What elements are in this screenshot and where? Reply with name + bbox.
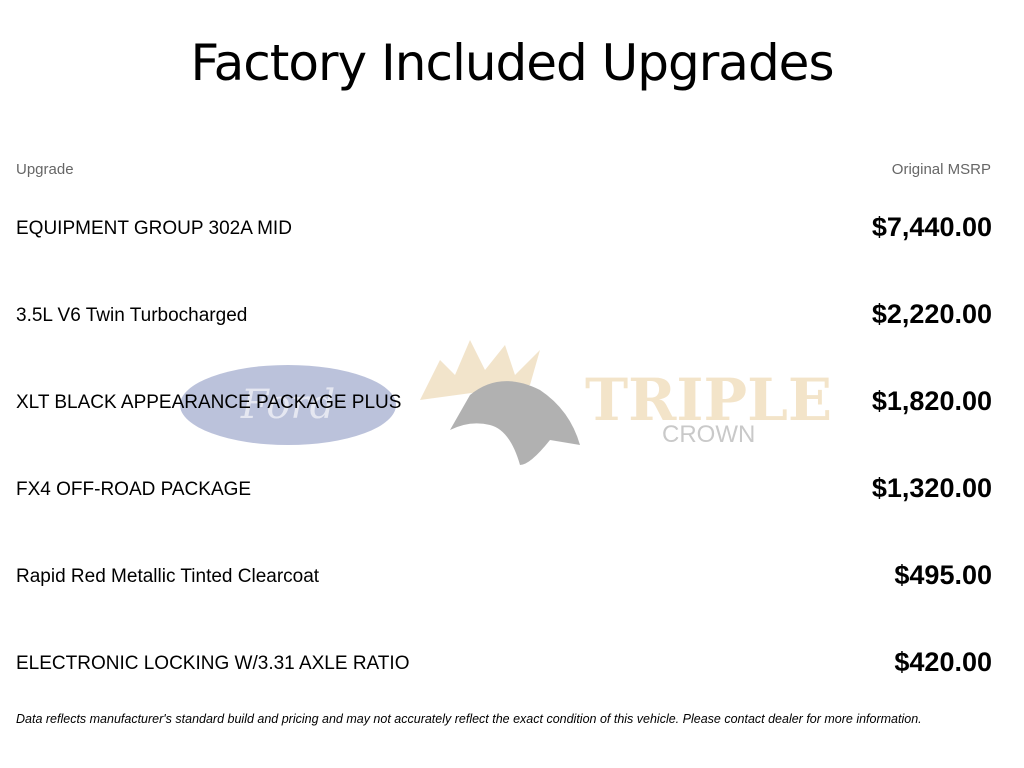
- upgrade-name: XLT BLACK APPEARANCE PACKAGE PLUS: [16, 392, 402, 413]
- svg-text:TRIPLE: TRIPLE: [585, 366, 832, 434]
- svg-text:Ford: Ford: [240, 382, 335, 428]
- dealer-watermark-logo: Ford TRIPLE CROWN: [180, 340, 832, 465]
- table-row: Rapid Red Metallic Tinted Clearcoat $495…: [16, 556, 992, 596]
- table-row: EQUIPMENT GROUP 302A MID $7,440.00: [16, 208, 992, 248]
- upgrade-name: ELECTRONIC LOCKING W/3.31 AXLE RATIO: [16, 653, 410, 674]
- upgrade-price: $420.00: [894, 647, 992, 677]
- upgrade-price: $2,220.00: [871, 299, 992, 329]
- upgrade-price: $1,820.00: [871, 386, 992, 416]
- upgrade-name: FX4 OFF-ROAD PACKAGE: [16, 479, 252, 500]
- disclaimer: Data reflects manufacturer's standard bu…: [16, 712, 922, 726]
- upgrade-price: $495.00: [894, 560, 992, 590]
- column-header-upgrade: Upgrade: [16, 161, 74, 178]
- crown-icon: [420, 340, 540, 400]
- table-row: XLT BLACK APPEARANCE PACKAGE PLUS $1,820…: [16, 382, 992, 422]
- upgrade-price: $1,320.00: [871, 473, 992, 503]
- ford-oval-logo: [180, 365, 396, 445]
- upgrade-name: Rapid Red Metallic Tinted Clearcoat: [16, 566, 320, 587]
- table-row: FX4 OFF-ROAD PACKAGE $1,320.00: [16, 469, 992, 509]
- table-row: ELECTRONIC LOCKING W/3.31 AXLE RATIO $42…: [16, 643, 992, 683]
- table-row: 3.5L V6 Twin Turbocharged $2,220.00: [16, 295, 992, 335]
- upgrade-name: EQUIPMENT GROUP 302A MID: [16, 218, 292, 239]
- svg-text:CROWN: CROWN: [662, 421, 755, 448]
- upgrade-name: 3.5L V6 Twin Turbocharged: [16, 305, 248, 326]
- horse-head-icon: [450, 381, 580, 465]
- upgrade-price: $7,440.00: [871, 212, 992, 242]
- column-header-msrp: Original MSRP: [891, 161, 991, 178]
- page-title: Factory Included Upgrades: [190, 34, 835, 92]
